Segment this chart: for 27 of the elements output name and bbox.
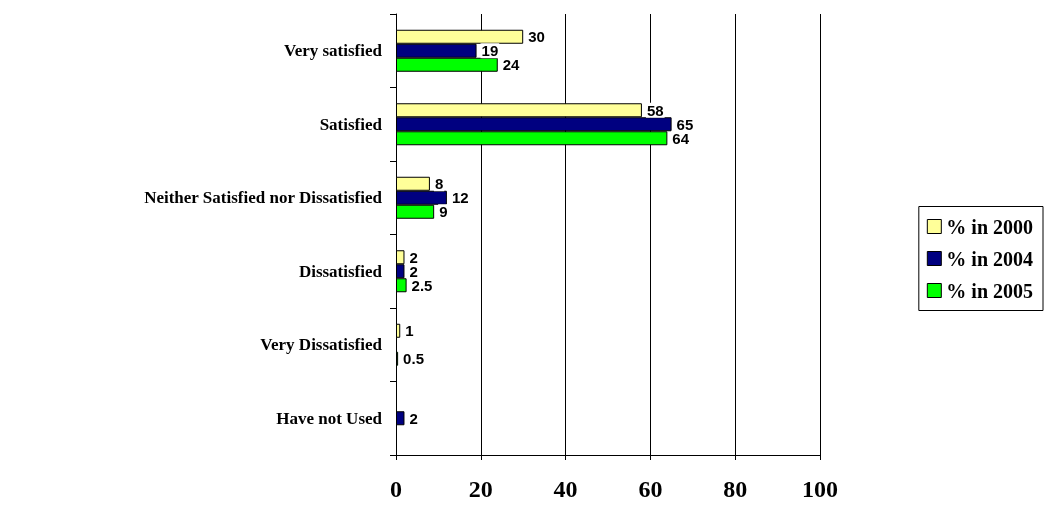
y-tick-label: Very satisfied [283, 41, 383, 61]
data-label: 58 [646, 101, 664, 119]
y-tick-label: Satisfied [319, 114, 383, 134]
data-label: 2 [409, 409, 418, 427]
x-tick-label: 40 [553, 476, 578, 502]
x-tick-label: 20 [468, 476, 493, 502]
data-label: 12 [451, 189, 469, 207]
data-label: 30 [528, 28, 545, 46]
legend-label: % in 2005 [946, 279, 1034, 302]
data-label: 9 [439, 203, 448, 221]
data-label: 0.5 [403, 350, 424, 368]
bar [396, 411, 405, 426]
data-label: 1 [405, 322, 414, 340]
data-label: 8 [434, 175, 444, 193]
bar [396, 323, 401, 338]
data-label: 19 [481, 42, 499, 60]
y-tick-label: Dissatisfied [298, 261, 383, 281]
y-tick-label: Neither Satisfied nor Dissatisfied [144, 188, 383, 208]
x-tick-label: 80 [723, 476, 748, 502]
x-tick-label: 60 [638, 476, 663, 502]
y-tick-label: Very Dissatisfied [260, 335, 383, 355]
x-tick-label: 0 [390, 476, 402, 502]
legend-label: % in 2004 [946, 247, 1034, 270]
x-tick-label: 100 [802, 476, 838, 502]
y-tick-label: Have not Used [276, 408, 383, 428]
data-label: 24 [502, 56, 521, 74]
legend-label: % in 2000 [946, 215, 1034, 238]
